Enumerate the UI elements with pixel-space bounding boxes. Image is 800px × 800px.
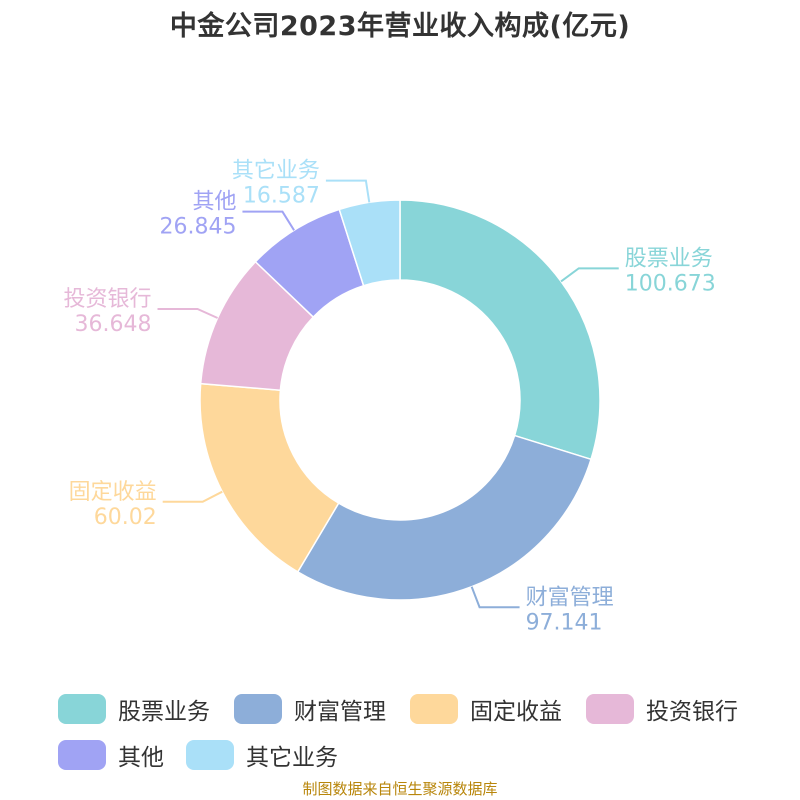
slice-name-label-2: 固定收益	[69, 480, 157, 505]
legend-swatch	[586, 694, 634, 724]
legend-swatch	[58, 694, 106, 724]
leader-line-4	[242, 210, 295, 231]
slice-value-label-5: 16.587	[243, 184, 320, 209]
slice-name-label-3: 投资银行	[64, 287, 152, 312]
leader-line-1	[470, 586, 520, 609]
legend-label: 其他	[118, 745, 164, 771]
slice-value-label-3: 36.648	[75, 312, 152, 337]
slice-value-label-2: 60.02	[94, 505, 157, 530]
leader-line-0	[560, 267, 619, 283]
legend-label: 财富管理	[294, 699, 386, 725]
legend-item-3[interactable]: 投资银行	[586, 692, 738, 726]
legend-swatch	[58, 740, 106, 770]
legend-label: 固定收益	[470, 699, 562, 725]
slice-name-label-1: 财富管理	[526, 585, 614, 610]
legend-label: 投资银行	[646, 699, 738, 725]
legend-swatch	[410, 694, 458, 724]
chart-title: 中金公司2023年营业收入构成(亿元)	[169, 11, 631, 42]
slice-value-label-0: 100.673	[625, 271, 716, 296]
source-note: 制图数据来自恒生聚源数据库	[302, 780, 498, 798]
slice-value-label-1: 97.141	[526, 610, 603, 635]
leader-line-2	[162, 490, 223, 503]
legend-item-5[interactable]: 其它业务	[186, 738, 338, 772]
slice-1[interactable]	[296, 434, 592, 601]
slice-name-label-0: 股票业务	[625, 246, 713, 271]
slice-0[interactable]	[399, 199, 601, 461]
legend-item-2[interactable]: 固定收益	[410, 692, 562, 726]
slice-name-label-4: 其他	[192, 190, 236, 215]
legend-label: 股票业务	[118, 699, 210, 725]
slice-name-label-5: 其它业务	[232, 159, 320, 184]
leader-line-3	[157, 307, 218, 319]
slice-5[interactable]	[338, 199, 401, 287]
legend-swatch	[186, 740, 234, 770]
leader-line-5	[325, 179, 371, 203]
legend-item-0[interactable]: 股票业务	[58, 692, 210, 726]
legend-item-4[interactable]: 其他	[58, 738, 164, 772]
legend-swatch	[234, 694, 282, 724]
slice-value-label-4: 26.845	[159, 215, 236, 240]
legend-label: 其它业务	[246, 745, 338, 771]
legend-item-1[interactable]: 财富管理	[234, 692, 386, 726]
